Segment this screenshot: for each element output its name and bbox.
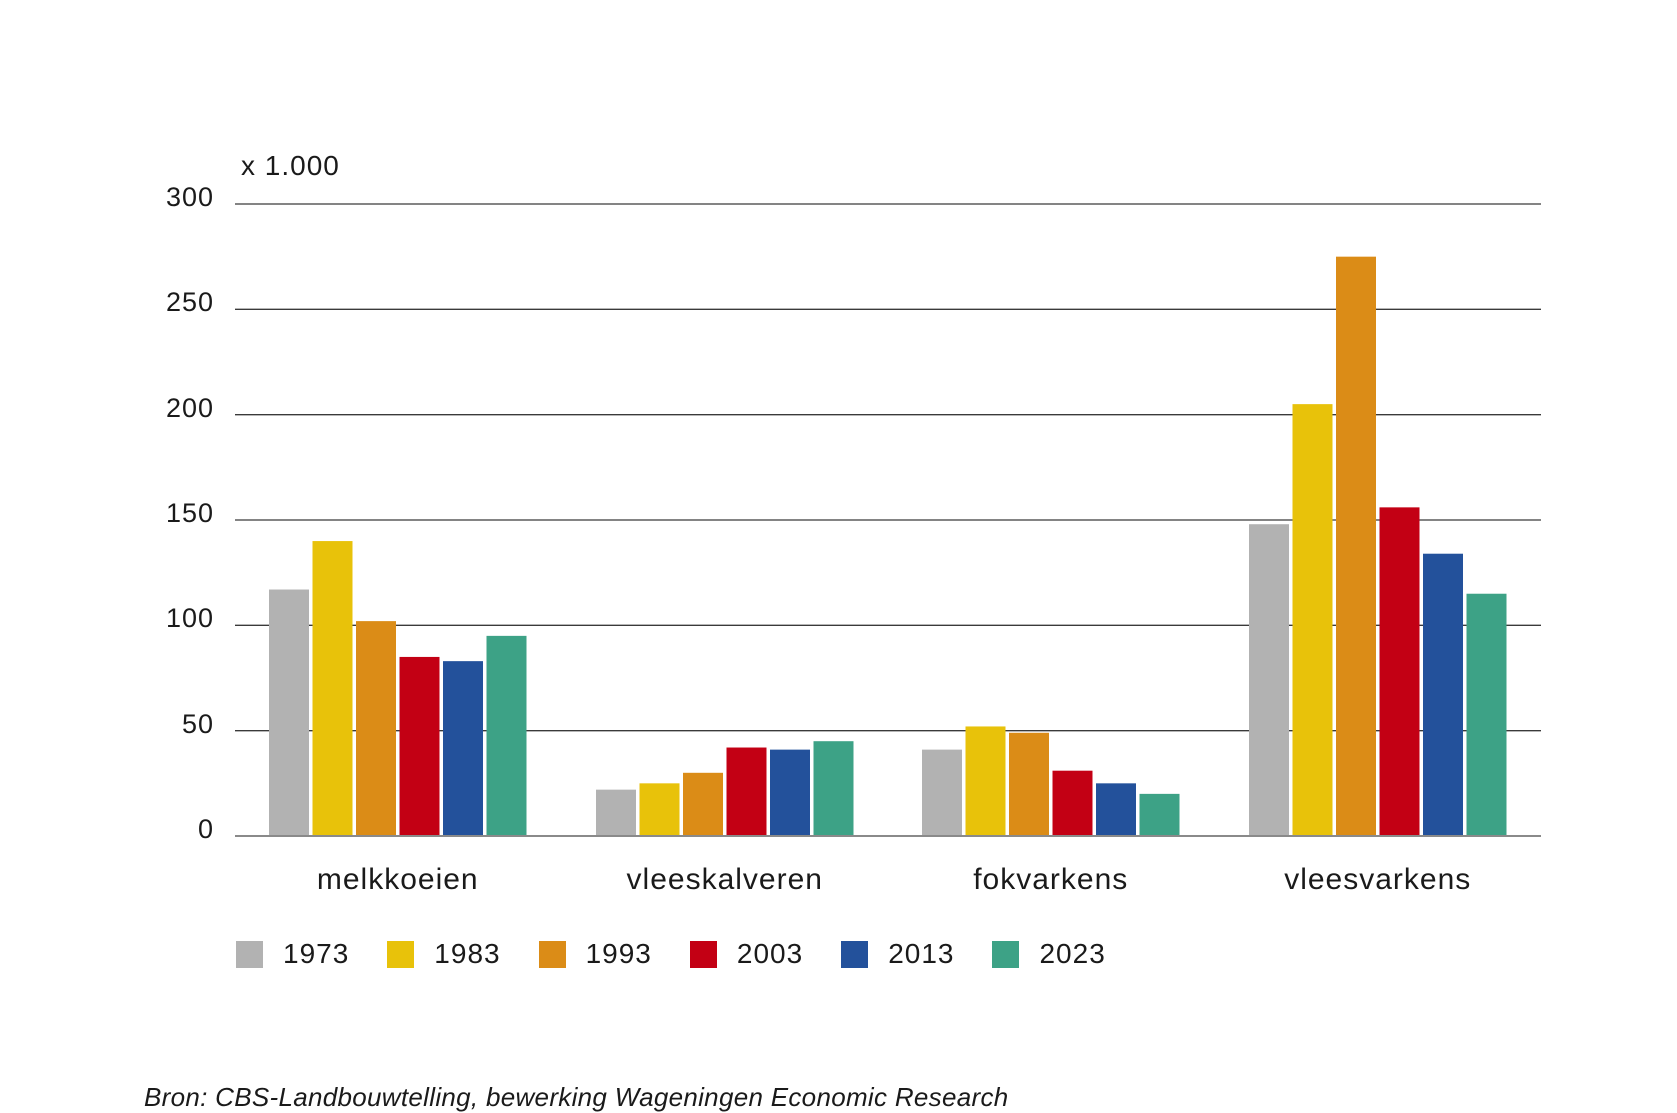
bar-vleesvarkens-2003: [1379, 507, 1420, 836]
legend-item: 2003: [689, 938, 804, 970]
bar-fokvarkens-2013: [1096, 783, 1136, 836]
legend-item: 1993: [538, 938, 652, 970]
legend-label: 1993: [585, 938, 652, 969]
bar-vleesvarkens-2023: [1466, 593, 1507, 836]
legend-swatch: [538, 940, 566, 968]
bar-vleeskalveren-2013: [770, 749, 810, 836]
bar-melkkoeien-2003: [399, 656, 440, 836]
bar-melkkoeien-1973: [269, 589, 309, 836]
x-category-label: vleeskalveren: [626, 863, 823, 896]
bar-melkkoeien-2013: [443, 661, 483, 836]
y-tick-label: 300: [165, 182, 214, 212]
legend: 1973 1983 1993 2003 2013 2023: [236, 938, 1144, 970]
y-tick-label: 150: [165, 498, 214, 528]
x-category-label: fokvarkens: [973, 863, 1129, 896]
source-note: Bron: CBS-Landbouwtelling, bewerking Wag…: [144, 1082, 1009, 1112]
y-tick-label: 200: [165, 392, 214, 423]
bar-vleeskalveren-1993: [683, 772, 723, 836]
bar-vleeskalveren-1973: [596, 789, 636, 836]
legend-label: 2023: [1039, 938, 1106, 969]
bar-vleesvarkens-1993: [1336, 256, 1376, 837]
legend-label: 1973: [283, 938, 350, 969]
legend-label: 2003: [736, 938, 804, 969]
y-tick-label: 100: [165, 603, 214, 634]
bar-melkkoeien-1993: [356, 621, 396, 836]
legend-item: 2023: [992, 938, 1105, 970]
bar-fokvarkens-1993: [1009, 732, 1049, 836]
x-category-label: vleesvarkens: [1284, 863, 1472, 896]
bars: [269, 256, 1507, 837]
x-category-label: melkkoeien: [316, 863, 479, 896]
legend-swatch: [689, 940, 717, 968]
bar-vleeskalveren-2003: [726, 747, 767, 836]
bar-melkkoeien-1983: [312, 541, 353, 836]
legend-swatch: [236, 940, 263, 968]
bar-vleeskalveren-1983: [639, 783, 680, 836]
legend-item: 1973: [236, 938, 349, 970]
legend-swatch: [841, 940, 869, 968]
y-axis-unit-label: x 1.000: [241, 150, 340, 181]
bar-fokvarkens-1973: [922, 749, 962, 836]
legend-swatch: [992, 940, 1020, 968]
y-tick-label: 250: [165, 287, 214, 318]
bar-melkkoeien-2023: [486, 635, 527, 836]
bar-vleesvarkens-1973: [1249, 524, 1289, 836]
legend-item: 1983: [387, 938, 500, 970]
legend-swatch: [387, 940, 415, 968]
y-tick-label: 0: [197, 814, 214, 844]
bar-vleeskalveren-2023: [813, 741, 854, 836]
bar-fokvarkens-2023: [1139, 793, 1180, 836]
bar-fokvarkens-1983: [965, 726, 1006, 836]
y-tick-label: 50: [181, 708, 214, 739]
legend-label: 2013: [888, 938, 955, 969]
legend-label: 1983: [434, 938, 501, 969]
legend-item: 2013: [841, 938, 954, 970]
bar-vleesvarkens-1983: [1292, 404, 1333, 836]
bar-fokvarkens-2003: [1052, 770, 1093, 836]
bar-vleesvarkens-2013: [1423, 553, 1463, 836]
